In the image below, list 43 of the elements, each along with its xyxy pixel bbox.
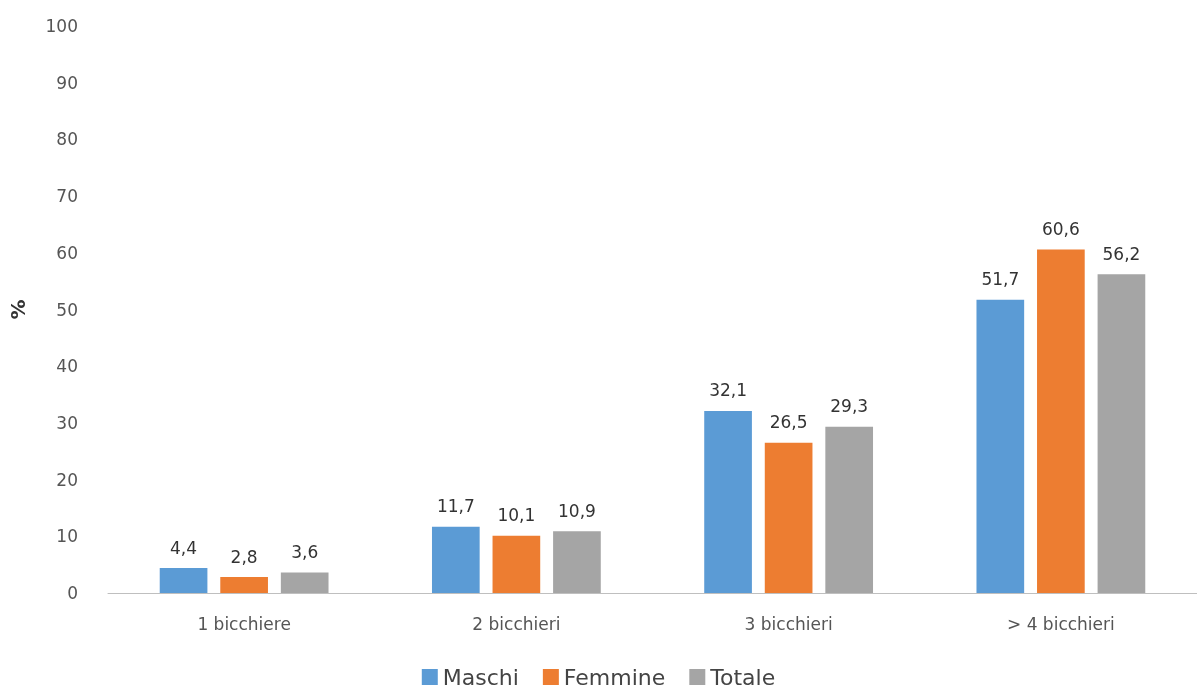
- bar: [1097, 274, 1146, 593]
- data-label: 32,1: [709, 380, 747, 401]
- bar: [159, 568, 208, 593]
- y-tick-label: 10: [56, 526, 78, 547]
- y-tick-label: 80: [56, 129, 78, 150]
- y-tick-label: 100: [45, 16, 78, 36]
- bar: [431, 526, 480, 593]
- data-label: 51,7: [981, 269, 1020, 290]
- bar: [220, 577, 268, 593]
- x-tick-label: 2 bicchieri: [472, 613, 561, 634]
- bar: [280, 572, 329, 593]
- y-tick-label: 30: [56, 412, 78, 433]
- data-label: 3,6: [291, 542, 319, 563]
- legend-label: Totale: [709, 664, 776, 690]
- data-label: 10,1: [497, 505, 536, 526]
- y-axis-title: %: [6, 299, 30, 320]
- data-label: 4,4: [170, 537, 198, 558]
- y-tick-label: 40: [56, 356, 78, 377]
- y-tick-label: 70: [56, 186, 78, 207]
- x-tick-label: > 4 bicchieri: [1007, 613, 1115, 634]
- bar: [704, 410, 752, 593]
- data-label: 29,3: [830, 396, 869, 417]
- bar: [553, 531, 601, 593]
- data-label: 60,6: [1041, 218, 1080, 239]
- data-label: 10,9: [558, 500, 596, 521]
- legend-label: Maschi: [442, 664, 519, 690]
- y-tick-label: 50: [56, 299, 78, 320]
- y-tick-label: 60: [56, 242, 78, 263]
- data-label: 56,2: [1102, 243, 1141, 264]
- y-tick-label: 90: [56, 72, 78, 93]
- data-label: 11,7: [436, 496, 475, 517]
- bar: [492, 535, 541, 593]
- y-tick-label: 20: [56, 469, 78, 490]
- data-label: 26,5: [769, 412, 808, 433]
- y-tick-label: 0: [67, 583, 78, 603]
- bar: [976, 299, 1025, 593]
- x-tick-label: 1 bicchiere: [197, 613, 291, 634]
- bar: [825, 426, 874, 593]
- data-label: 2,8: [230, 546, 258, 567]
- bar: [764, 442, 813, 593]
- legend-label: Femmine: [563, 664, 666, 690]
- bar: [1037, 249, 1085, 593]
- x-tick-label: 3 bicchieri: [744, 613, 833, 634]
